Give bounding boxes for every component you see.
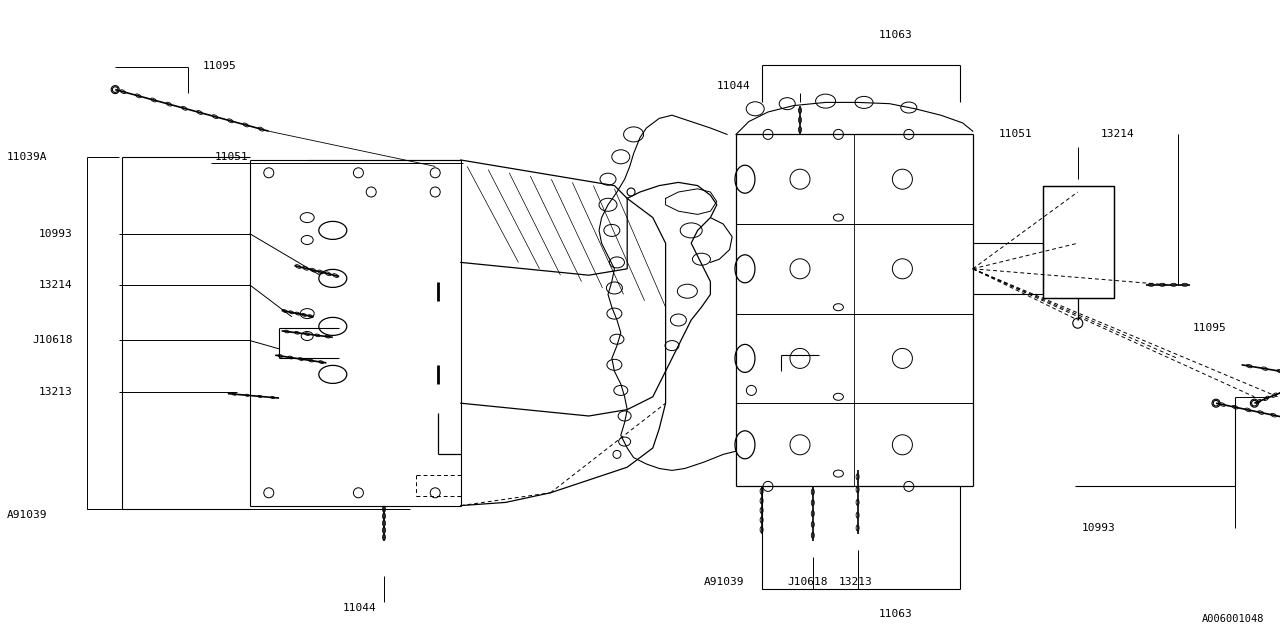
Text: 11063: 11063: [879, 30, 913, 40]
Text: 10993: 10993: [1082, 523, 1115, 533]
Text: A91039: A91039: [6, 510, 47, 520]
Text: 11063: 11063: [879, 609, 913, 620]
Text: 11095: 11095: [202, 61, 236, 71]
Text: 11051: 11051: [215, 152, 248, 162]
Text: 11051: 11051: [998, 129, 1032, 140]
Text: A91039: A91039: [704, 577, 745, 588]
Text: 11044: 11044: [717, 81, 750, 92]
Text: 11039A: 11039A: [6, 152, 47, 162]
Text: 13214: 13214: [38, 280, 72, 290]
Text: 13214: 13214: [1101, 129, 1134, 140]
Text: 11095: 11095: [1193, 323, 1226, 333]
Text: J10618: J10618: [787, 577, 828, 588]
Text: J10618: J10618: [32, 335, 73, 346]
Text: 13213: 13213: [38, 387, 72, 397]
Text: 11044: 11044: [343, 603, 376, 613]
Text: 13213: 13213: [838, 577, 872, 588]
Text: 10993: 10993: [38, 228, 72, 239]
Text: A006001048: A006001048: [1202, 614, 1265, 624]
